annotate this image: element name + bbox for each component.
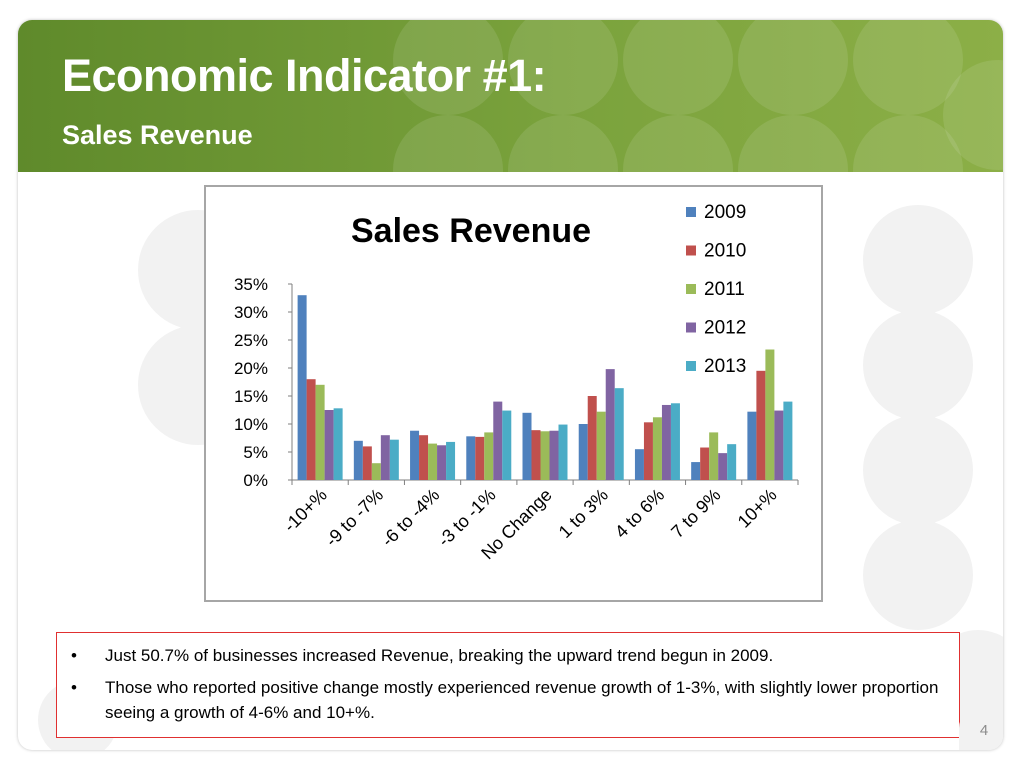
bar-2010 xyxy=(756,370,766,480)
bar-2011 xyxy=(371,463,381,480)
bar-2010 xyxy=(531,430,541,480)
bar-2010 xyxy=(419,435,429,480)
bar-2010 xyxy=(475,436,485,480)
x-tick-label: 7 to 9% xyxy=(667,485,724,542)
x-tick-label: -6 to -4% xyxy=(378,485,444,551)
bar-2013 xyxy=(446,441,456,480)
y-tick-label: 0% xyxy=(243,471,268,490)
bullet-item: • Those who reported positive change mos… xyxy=(69,675,947,725)
bar-2013 xyxy=(614,388,624,480)
bar-2010 xyxy=(643,422,653,480)
bar-2012 xyxy=(380,435,390,480)
bar-2013 xyxy=(333,408,343,480)
bar-2013 xyxy=(389,439,399,480)
sales-revenue-chart: Sales Revenue 0% 5% 10% 15% 20% 25% 30% 35% -10+… xyxy=(234,202,799,563)
bar-2009 xyxy=(691,462,701,480)
bar-2012 xyxy=(493,401,503,480)
bar-2012 xyxy=(549,430,559,480)
bar-2009 xyxy=(522,412,532,480)
bar-2011 xyxy=(652,417,662,480)
bar-2013 xyxy=(670,403,680,480)
bullet-box: • Just 50.7% of businesses increased Rev… xyxy=(56,632,960,738)
bar-2009 xyxy=(634,449,644,480)
bar-2011 xyxy=(484,432,494,480)
bar-2009 xyxy=(578,424,588,480)
bar-2009 xyxy=(353,440,363,480)
bar-2010 xyxy=(700,447,710,480)
legend-swatch-2011 xyxy=(686,284,696,294)
bullet-glyph: • xyxy=(71,646,77,665)
bar-2009 xyxy=(466,436,476,480)
chart-container: Sales Revenue 0% 5% 10% 15% 20% 25% 30% 35% -10+… xyxy=(204,185,823,602)
legend-label: 2011 xyxy=(704,279,745,300)
bar-2012 xyxy=(437,445,447,480)
bar-2010 xyxy=(362,446,372,480)
legend-swatch-2013 xyxy=(686,361,696,371)
slide-header: Economic Indicator #1: Sales Revenue xyxy=(18,20,1003,172)
y-tick-label: 15% xyxy=(234,387,268,406)
bar-2012 xyxy=(718,453,728,480)
bar-2011 xyxy=(428,443,438,480)
bar-2012 xyxy=(774,410,784,480)
y-tick-label: 30% xyxy=(234,303,268,322)
legend-label: 2009 xyxy=(704,202,746,223)
y-tick-label: 35% xyxy=(234,275,268,294)
bar-2012 xyxy=(661,404,671,480)
bar-2013 xyxy=(558,424,568,480)
y-tick-label: 20% xyxy=(234,359,268,378)
legend-swatch-2012 xyxy=(686,322,696,333)
chart-title: Sales Revenue xyxy=(351,212,591,250)
slide: Economic Indicator #1: Sales Revenue Sal… xyxy=(18,20,1003,750)
slide-subtitle: Sales Revenue xyxy=(62,120,253,150)
bar-2009 xyxy=(410,430,420,480)
bullet-glyph: • xyxy=(71,678,77,697)
bar-2012 xyxy=(324,410,334,480)
bar-2013 xyxy=(783,401,793,480)
header-circles-decoration xyxy=(393,20,1003,172)
bar-2011 xyxy=(765,349,775,480)
legend-label: 2012 xyxy=(704,318,746,339)
bar-2012 xyxy=(605,369,615,480)
legend-swatch-2009 xyxy=(686,207,696,217)
bar-2011 xyxy=(709,432,719,480)
x-tick-label: -10+% xyxy=(280,485,331,536)
bar-2011 xyxy=(596,411,606,480)
bar-2009 xyxy=(297,295,307,480)
y-tick-label: 10% xyxy=(234,415,268,434)
bar-2011 xyxy=(540,431,550,480)
bullet-item: • Just 50.7% of businesses increased Rev… xyxy=(69,643,947,668)
x-tick-label: 10+% xyxy=(734,485,781,532)
bullet-text: Those who reported positive change mostl… xyxy=(105,678,939,722)
bar-2010 xyxy=(306,379,316,480)
bar-2010 xyxy=(587,396,597,480)
legend-swatch-2010 xyxy=(686,245,696,256)
bar-2013 xyxy=(727,444,737,480)
bar-2013 xyxy=(502,410,512,480)
y-tick-label: 25% xyxy=(234,331,268,350)
bullet-list: • Just 50.7% of businesses increased Rev… xyxy=(69,643,947,725)
bullet-text: Just 50.7% of businesses increased Reven… xyxy=(105,646,774,665)
x-tick-label: 4 to 6% xyxy=(611,485,668,542)
slide-title: Economic Indicator #1: xyxy=(62,50,547,101)
bar-2011 xyxy=(315,384,325,480)
page-number: 4 xyxy=(959,706,1003,750)
legend-label: 2013 xyxy=(704,356,746,377)
legend-label: 2010 xyxy=(704,241,746,262)
y-tick-label: 5% xyxy=(243,443,268,462)
bar-2009 xyxy=(747,411,757,480)
x-tick-label: 1 to 3% xyxy=(555,485,612,542)
x-tick-label: -9 to -7% xyxy=(321,485,387,551)
